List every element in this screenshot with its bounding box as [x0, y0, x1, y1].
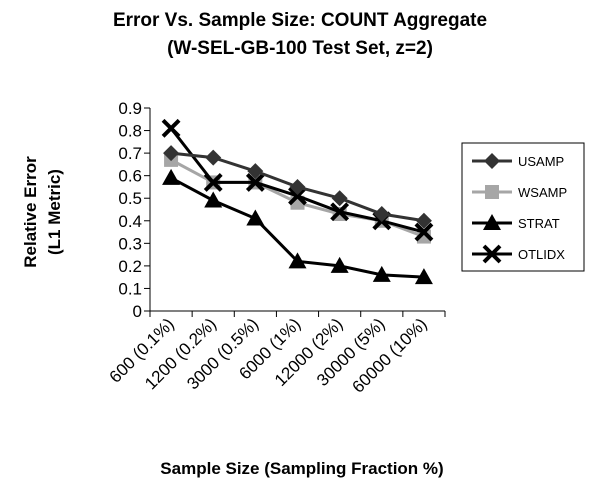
data-point-triangle [246, 209, 265, 226]
legend: USAMP WSAMP STRAT OTLIDX [461, 142, 585, 272]
y-tick-label: 0.1 [118, 279, 142, 298]
data-point-x [330, 202, 350, 222]
x-marker-stroke [203, 173, 223, 192]
legend-label: WSAMP [518, 185, 567, 200]
legend-label: USAMP [518, 154, 564, 169]
y-axis-label: Relative Error (L1 Metric) [21, 156, 64, 268]
data-point-x [482, 244, 502, 264]
x-marker-stroke [330, 202, 350, 222]
data-point-diamond [331, 190, 348, 207]
y-tick-label: 0.6 [118, 167, 142, 186]
data-point-triangle [372, 265, 391, 282]
chart-subtitle: (W-SEL-GB-100 Test Set, z=2) [167, 38, 433, 59]
legend-item-otlidx: OTLIDX [472, 244, 565, 264]
legend-item-wsamp: WSAMP [472, 185, 567, 200]
x-axis-label: Sample Size (Sampling Fraction %) [160, 459, 443, 478]
x-marker-stroke [288, 186, 307, 206]
y-axis-label-line2: (L1 Metric) [45, 169, 64, 255]
data-point-diamond [484, 153, 500, 169]
data-point-diamond [163, 145, 180, 162]
legend-item-strat: STRAT [472, 214, 560, 231]
chart-title: Error Vs. Sample Size: COUNT Aggregate [113, 10, 487, 31]
data-point-x [161, 118, 181, 138]
y-tick-label: 0.9 [118, 99, 142, 118]
y-tick-label: 0.8 [118, 122, 142, 141]
y-tick-label: 0.7 [118, 144, 142, 163]
x-marker-stroke [414, 222, 434, 242]
x-marker-stroke [245, 173, 265, 192]
y-tick-label: 0.2 [118, 257, 142, 276]
x-marker-stroke [482, 244, 502, 264]
y-axis-label-line1: Relative Error [21, 156, 40, 268]
data-point-triangle [288, 252, 307, 269]
series-strat [162, 168, 433, 285]
legend-label: STRAT [518, 216, 560, 231]
data-point-triangle [414, 268, 433, 285]
data-point-x [288, 186, 307, 206]
data-point-x [245, 173, 265, 192]
data-point-diamond [205, 149, 222, 166]
data-point-square [485, 185, 499, 199]
data-point-x [203, 173, 223, 192]
x-marker-stroke [161, 118, 181, 138]
legend-label: OTLIDX [518, 247, 565, 262]
legend-item-usamp: USAMP [472, 153, 564, 169]
data-point-triangle [162, 168, 181, 185]
data-point-diamond [415, 212, 432, 229]
series-usamp [163, 145, 432, 229]
data-point-triangle [330, 256, 349, 273]
data-point-diamond [373, 206, 390, 223]
data-point-triangle [204, 191, 223, 208]
y-tick-label: 0 [133, 302, 142, 321]
data-point-triangle [483, 214, 501, 230]
y-tick-label: 0.3 [118, 234, 142, 253]
legend-box [461, 142, 585, 272]
data-point-diamond [289, 178, 306, 195]
data-point-x [414, 222, 434, 242]
y-tick-label: 0.5 [118, 189, 142, 208]
data-point-diamond [247, 163, 264, 180]
y-tick-label: 0.4 [118, 212, 142, 231]
